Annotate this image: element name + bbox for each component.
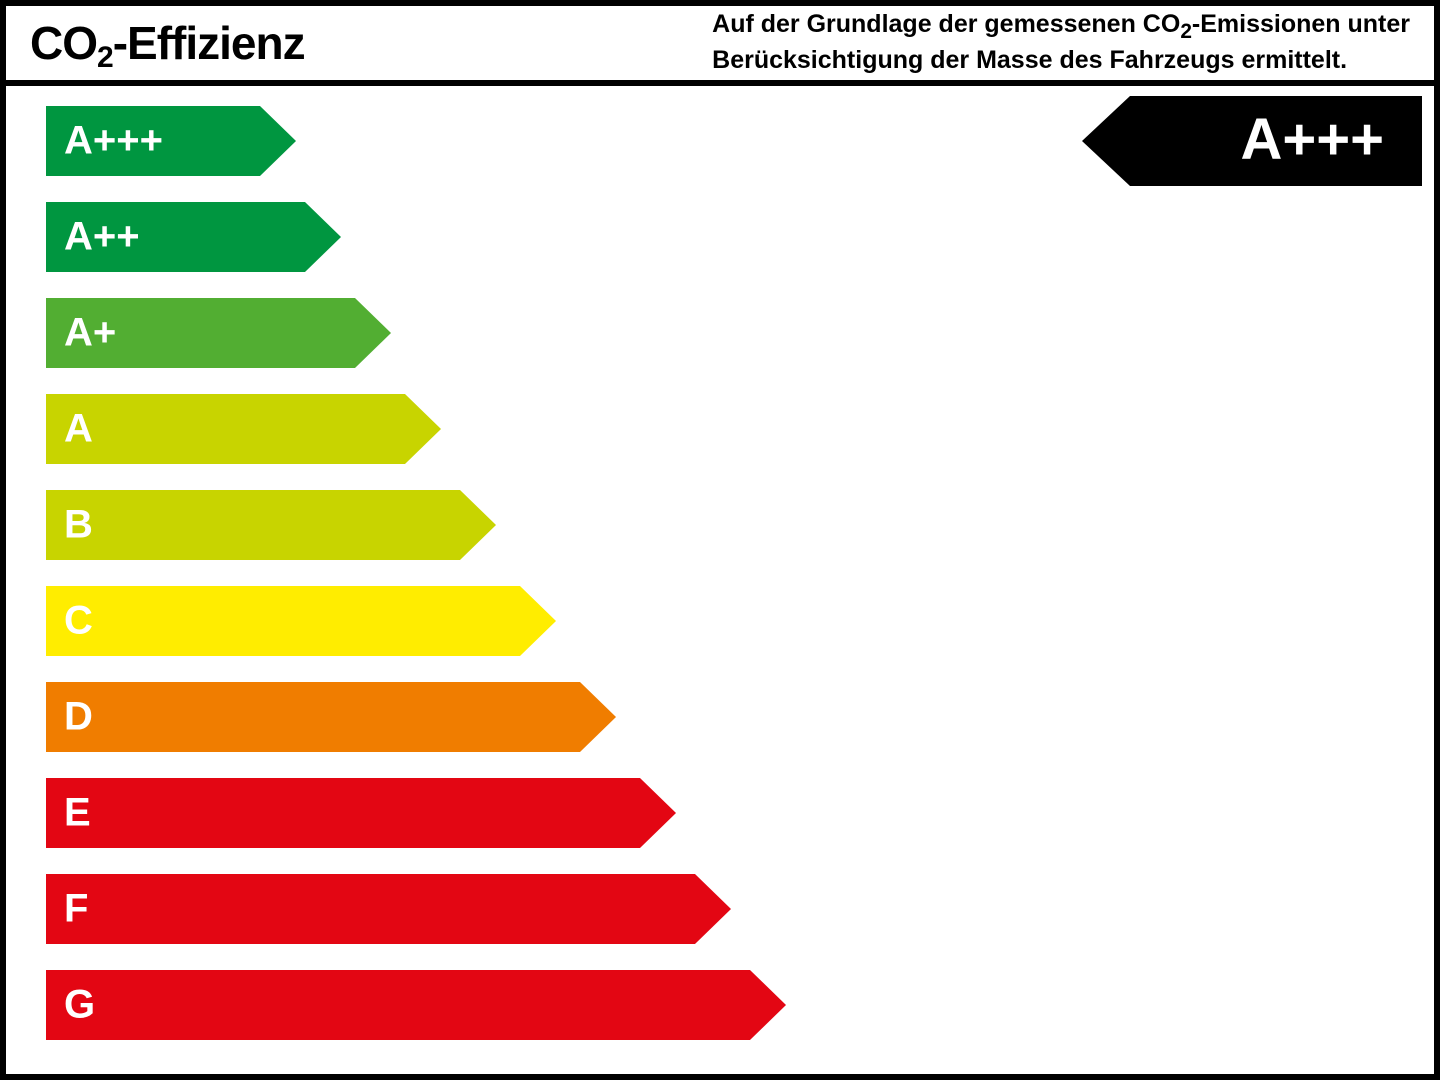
subtitle-line2: Berücksichtigung der Masse des Fahrzeugs… <box>712 46 1347 74</box>
efficiency-bar-label: D <box>64 695 93 740</box>
efficiency-bar-label: F <box>64 887 88 932</box>
title: CO2-Effizienz <box>30 16 305 70</box>
efficiency-bar-label: A+ <box>64 311 116 356</box>
efficiency-rows: A+++ A++ A+ A B C D E F G <box>46 106 1404 1040</box>
subtitle: Auf der Grundlage der gemessenen CO2-Emi… <box>712 9 1410 76</box>
efficiency-row: C <box>46 586 1404 656</box>
efficiency-row: A+ <box>46 298 1404 368</box>
subtitle-line1b: -Emissionen unter <box>1192 10 1410 38</box>
efficiency-bar-label: G <box>64 983 95 1028</box>
efficiency-bar <box>46 490 496 560</box>
efficiency-bar <box>46 586 556 656</box>
efficiency-row: B <box>46 490 1404 560</box>
header: CO2-Effizienz Auf der Grundlage der geme… <box>6 6 1434 86</box>
subtitle-sub: 2 <box>1180 20 1192 43</box>
efficiency-bar-label: E <box>64 791 91 836</box>
efficiency-bar-label: A++ <box>64 215 140 260</box>
efficiency-row: A++ <box>46 202 1404 272</box>
efficiency-bar-label: C <box>64 599 93 644</box>
efficiency-row: E <box>46 778 1404 848</box>
efficiency-bar-label: A <box>64 407 93 452</box>
chart-body: A+++ A++ A+ A B C D E F G A+++ <box>6 86 1434 1086</box>
efficiency-bar-label: A+++ <box>64 119 163 164</box>
title-sub: 2 <box>97 41 113 74</box>
efficiency-row: G <box>46 970 1404 1040</box>
efficiency-bar <box>46 874 731 944</box>
efficiency-row: F <box>46 874 1404 944</box>
title-prefix: CO <box>30 17 97 69</box>
efficiency-bar <box>46 394 441 464</box>
efficiency-bar <box>46 682 616 752</box>
subtitle-line1a: Auf der Grundlage der gemessenen CO <box>712 10 1180 38</box>
efficiency-row: D <box>46 682 1404 752</box>
efficiency-bar <box>46 970 786 1040</box>
efficiency-bar-label: B <box>64 503 93 548</box>
efficiency-label-frame: CO2-Effizienz Auf der Grundlage der geme… <box>0 0 1440 1080</box>
efficiency-bar <box>46 778 676 848</box>
rating-label: A+++ <box>1241 106 1385 173</box>
title-suffix: -Effizienz <box>113 17 305 69</box>
efficiency-row: A <box>46 394 1404 464</box>
